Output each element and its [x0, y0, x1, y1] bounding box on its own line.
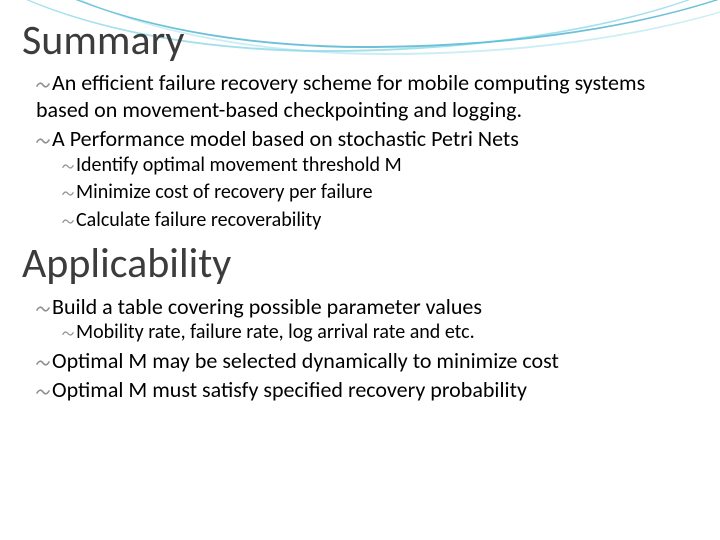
- summary-list: An efficient failure recovery scheme for…: [22, 70, 698, 233]
- list-item-text: Mobility rate, failure rate, log arrival…: [76, 320, 475, 344]
- list-item-text: A Performance model based on stochastic …: [52, 125, 519, 152]
- list-item-text: Build a table covering possible paramete…: [52, 293, 482, 320]
- list-item-text: Optimal M must satisfy specified recover…: [52, 376, 527, 403]
- list-item-text: An efficient failure recovery scheme for…: [36, 69, 645, 123]
- list-item: Optimal M may be selected dynamically to…: [36, 348, 698, 375]
- list-item: A Performance model based on stochastic …: [36, 126, 698, 234]
- bullet-icon: [36, 377, 52, 404]
- slide-content: Summary An efficient failure recovery sc…: [0, 0, 720, 416]
- bullet-icon: [62, 320, 76, 346]
- bullet-icon: [36, 294, 52, 321]
- list-item: Minimize cost of recovery per failure: [62, 180, 698, 206]
- summary-sublist: Identify optimal movement threshold M Mi…: [36, 153, 698, 234]
- list-item-text: Minimize cost of recovery per failure: [76, 180, 373, 204]
- bullet-icon: [36, 126, 52, 153]
- list-item: Mobility rate, failure rate, log arrival…: [62, 320, 698, 346]
- applicability-list: Build a table covering possible paramete…: [22, 294, 698, 404]
- list-item-text: Identify optimal movement threshold M: [76, 153, 402, 177]
- bullet-icon: [62, 153, 76, 179]
- applicability-sublist: Mobility rate, failure rate, log arrival…: [36, 320, 698, 346]
- list-item: An efficient failure recovery scheme for…: [36, 70, 698, 124]
- bullet-icon: [36, 70, 52, 97]
- bullet-icon: [62, 180, 76, 206]
- list-item: Calculate failure recoverability: [62, 208, 698, 234]
- heading-applicability: Applicability: [22, 241, 698, 287]
- heading-summary: Summary: [22, 18, 698, 64]
- list-item: Optimal M must satisfy specified recover…: [36, 377, 698, 404]
- list-item: Build a table covering possible paramete…: [36, 294, 698, 346]
- list-item-text: Calculate failure recoverability: [76, 208, 321, 232]
- list-item: Identify optimal movement threshold M: [62, 153, 698, 179]
- bullet-icon: [62, 208, 76, 234]
- bullet-icon: [36, 348, 52, 375]
- list-item-text: Optimal M may be selected dynamically to…: [52, 347, 559, 374]
